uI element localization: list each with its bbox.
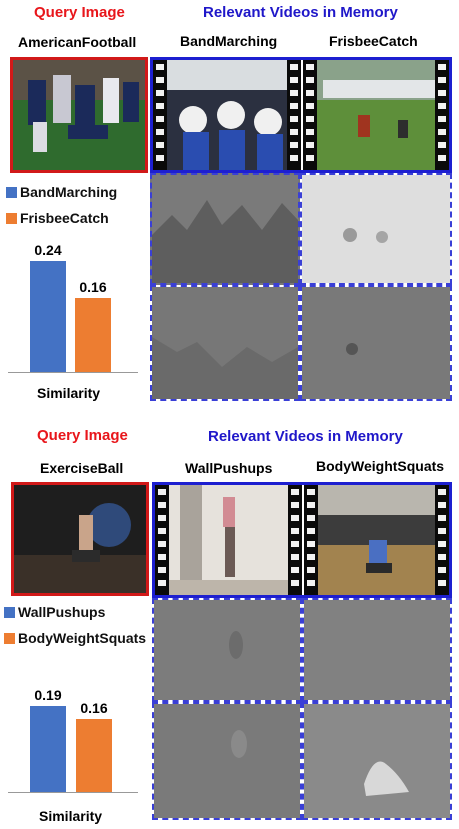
flow-map-body-weight-squats-2 <box>302 702 452 820</box>
flow-map-wall-pushups-1 <box>152 598 302 702</box>
query-image-frame <box>10 57 148 173</box>
legend-swatch-1 <box>4 607 15 618</box>
bar-value-label: 0.16 <box>79 278 107 295</box>
x-axis-line <box>8 372 138 373</box>
video-frame-body-weight-squats <box>304 485 449 595</box>
film-strip-left <box>153 60 167 170</box>
memory-header: Relevant Videos in Memory <box>208 428 403 445</box>
query-label: AmericanFootball <box>18 34 137 50</box>
flow-map-body-weight-squats-1 <box>302 598 452 702</box>
video-frame-frisbee-catch <box>303 60 449 170</box>
flow-map-frisbee-catch-2 <box>300 285 452 401</box>
video-frame-wall-pushups <box>155 485 302 595</box>
query-image-header: Query Image <box>37 427 128 444</box>
bar-WallPushups <box>30 705 66 792</box>
legend-label-1: WallPushups <box>18 604 106 620</box>
video-label-2: FrisbeeCatch <box>329 33 418 49</box>
legend-swatch-2 <box>4 633 15 644</box>
film-strip-left <box>303 60 317 170</box>
bar-BandMarching <box>30 260 66 372</box>
bar-BodyWeightSquats <box>76 719 112 792</box>
query-image-header: Query Image <box>34 4 125 21</box>
query-label: ExerciseBall <box>40 460 124 476</box>
legend-label-2: FrisbeeCatch <box>20 210 109 226</box>
query-image-american-football <box>13 60 145 170</box>
memory-header: Relevant Videos in Memory <box>203 4 398 21</box>
film-strip-left <box>155 485 169 595</box>
video-frames-row <box>152 482 452 598</box>
legend-swatch-1 <box>6 187 17 198</box>
bar-value-label: 0.24 <box>34 241 62 258</box>
video-label-1: BandMarching <box>180 33 278 49</box>
flow-map-wall-pushups-2 <box>152 702 302 820</box>
query-image-exercise-ball <box>14 485 146 593</box>
video-frame-band-marching <box>153 60 301 170</box>
film-strip-right <box>288 485 302 595</box>
bar-FrisbeeCatch <box>75 297 111 372</box>
x-axis-label: Similarity <box>39 808 103 824</box>
x-axis-line <box>8 792 138 793</box>
bar-value-label: 0.16 <box>80 700 108 717</box>
video-label-1: WallPushups <box>185 460 273 476</box>
video-frames-row <box>150 57 452 173</box>
query-image-frame <box>11 482 149 596</box>
video-label-2: BodyWeightSquats <box>316 458 445 474</box>
bar-value-label: 0.19 <box>34 686 62 703</box>
film-strip-right <box>287 60 301 170</box>
legend-label-2: BodyWeightSquats <box>18 630 147 646</box>
legend-label-1: BandMarching <box>20 184 118 200</box>
film-strip-right <box>435 485 449 595</box>
legend-swatch-2 <box>6 213 17 224</box>
film-strip-right <box>435 60 449 170</box>
flow-map-band-marching-1 <box>150 173 300 285</box>
film-strip-left <box>304 485 318 595</box>
flow-map-frisbee-catch-1 <box>300 173 452 285</box>
x-axis-label: Similarity <box>37 385 101 401</box>
flow-map-band-marching-2 <box>150 285 300 401</box>
